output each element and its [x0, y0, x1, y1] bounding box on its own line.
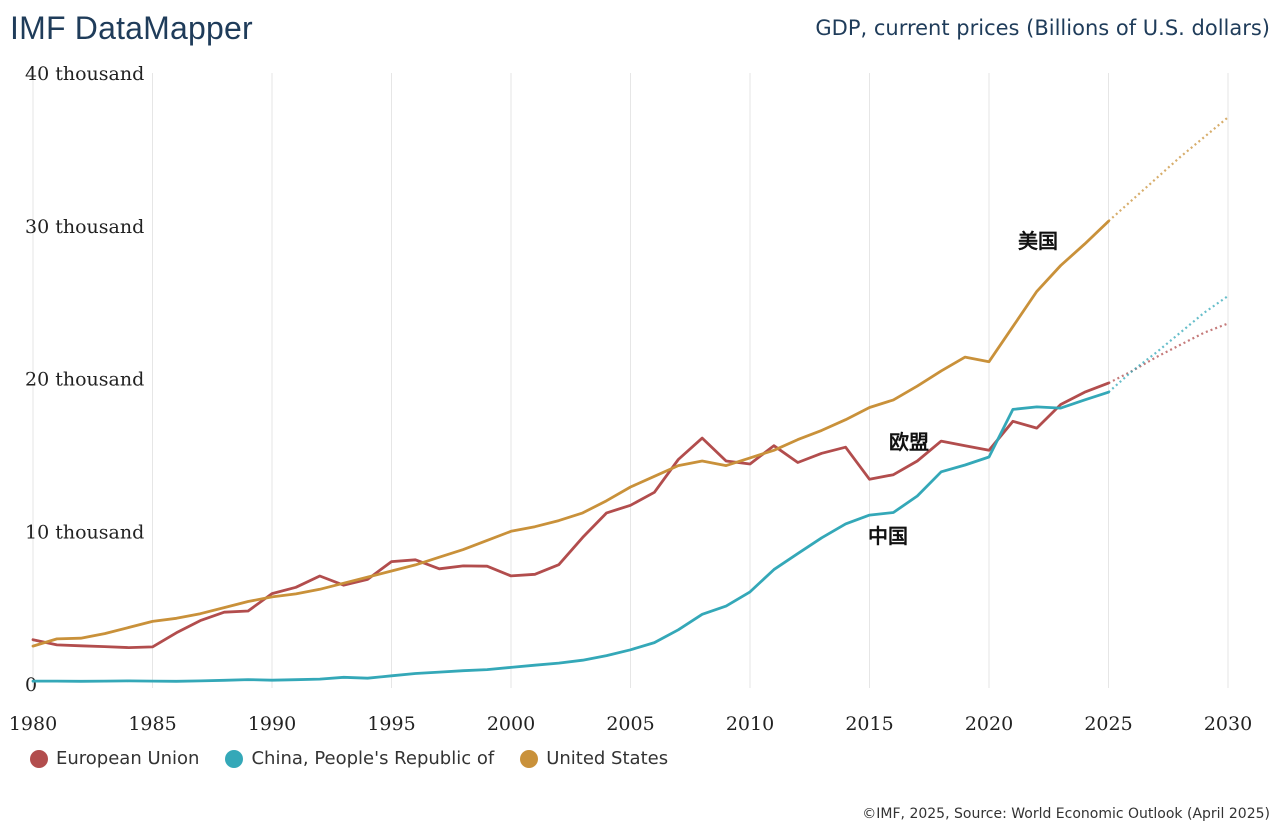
series-line-us: [31, 219, 1110, 648]
source-note: ©IMF, 2025, Source: World Economic Outlo…: [862, 806, 1270, 822]
y-tick-label-0: 0: [25, 674, 37, 696]
x-tick-label-1980: 1980: [9, 713, 57, 735]
x-axis-labels: 1980 1985 1990 1995 2000 2005 2010 2015 2020 2025…: [9, 713, 1252, 735]
chart-subtitle: GDP, current prices (Billions of U.S. do…: [815, 16, 1270, 40]
x-tick-label-2030: 2030: [1204, 713, 1252, 735]
legend-label-us: United States: [546, 748, 669, 769]
annotation-us: 美国: [1018, 229, 1058, 253]
x-tick-label-1990: 1990: [248, 713, 296, 735]
legend-label-china: China, People's Republic of: [251, 748, 495, 769]
legend-item-us[interactable]: United States: [520, 748, 668, 769]
x-tick-label-1985: 1985: [128, 713, 176, 735]
brand-title: IMF DataMapper: [10, 10, 253, 46]
y-tick-label-30000: 30 thousand: [25, 216, 144, 238]
series-line-eu: [31, 381, 1110, 649]
x-tick-label-2010: 2010: [726, 713, 774, 735]
x-tick-label-2000: 2000: [487, 713, 535, 735]
legend-item-china[interactable]: China, People's Republic of: [225, 748, 494, 769]
series-projection-eu: [1107, 322, 1229, 385]
legend-marker-eu: [30, 749, 48, 768]
y-tick-label-10000: 10 thousand: [25, 521, 144, 543]
legend-marker-china: [225, 749, 244, 768]
series-projection-us: [1107, 116, 1229, 223]
series-layer: [31, 116, 1229, 683]
grid-layer: [32, 73, 1229, 688]
annotation-china: 中国: [868, 524, 908, 548]
x-tick-label-2015: 2015: [845, 713, 893, 735]
y-tick-label-40000: 40 thousand: [25, 63, 144, 85]
y-axis-labels: 0 10 thousand 20 thousand 30 thousand 40 tho…: [25, 63, 144, 696]
legend-marker-us: [520, 749, 539, 768]
legend-label-eu: European Union: [56, 748, 200, 769]
x-tick-label-2005: 2005: [606, 713, 654, 735]
y-tick-label-20000: 20 thousand: [25, 369, 144, 391]
series-projection-china: [1107, 295, 1229, 394]
legend: European Union China, People's Republic …: [30, 748, 668, 769]
annotation-eu: 欧盟: [889, 430, 929, 454]
x-tick-label-2020: 2020: [965, 713, 1013, 735]
legend-item-eu[interactable]: European Union: [30, 748, 199, 769]
series-line-china: [31, 390, 1110, 683]
x-tick-label-1995: 1995: [367, 713, 415, 735]
x-tick-label-2025: 2025: [1084, 713, 1132, 735]
